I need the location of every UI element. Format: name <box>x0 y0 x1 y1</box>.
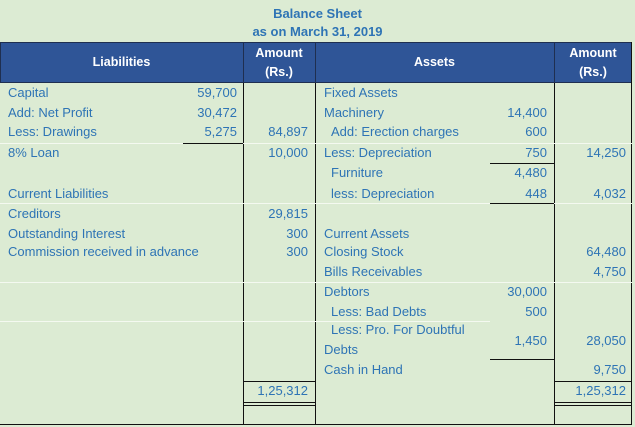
asset-amount: 14,250 <box>586 145 626 160</box>
asset-amount: 4,032 <box>593 186 626 201</box>
total-liabilities: 1,25,312 <box>257 383 308 398</box>
header-divider <box>315 42 316 83</box>
row-divider <box>554 203 632 204</box>
liability-label: 8% Loan <box>8 145 60 160</box>
row-divider <box>0 321 490 322</box>
asset-label-continued: Debts <box>324 342 358 357</box>
table-right-border <box>631 42 632 425</box>
liability-sub-amount: 59,700 <box>197 85 237 100</box>
liability-label: Commission received in advance <box>8 244 199 259</box>
total-assets: 1,25,312 <box>575 383 626 398</box>
total-line <box>554 381 632 382</box>
asset-sub-amount: 14,400 <box>507 105 547 120</box>
liability-amount: 10,000 <box>268 145 308 160</box>
header-amount-right: Amount (Rs.) <box>569 45 617 79</box>
row-divider <box>243 143 632 144</box>
liability-amount: 29,815 <box>268 206 308 221</box>
liability-label: Creditors <box>8 206 61 221</box>
row-divider <box>0 143 183 144</box>
asset-label: Less: Bad Debts <box>331 304 427 319</box>
subtotal-underline <box>490 203 554 204</box>
liability-amount: 84,897 <box>268 124 308 139</box>
liability-sub-amount: 5,275 <box>204 124 237 139</box>
liability-label: Less: Drawings <box>8 124 97 139</box>
asset-amount: 28,050 <box>586 333 626 348</box>
column-divider <box>243 83 244 425</box>
asset-sub-amount: 448 <box>525 186 547 201</box>
asset-amount: 64,480 <box>586 244 626 259</box>
row-divider <box>0 282 632 283</box>
subtotal-underline <box>183 143 243 144</box>
total-double-line <box>554 402 632 403</box>
liability-amount: 300 <box>286 226 308 241</box>
asset-label: Add: Erection charges <box>331 124 459 139</box>
liability-amount: 300 <box>286 244 308 259</box>
header-amount-left: Amount (Rs.) <box>255 45 303 79</box>
table-bottom-border <box>0 424 632 425</box>
asset-sub-amount: 500 <box>525 304 547 319</box>
header-assets: Assets <box>414 55 455 69</box>
row-divider <box>0 203 490 204</box>
asset-sub-amount: 750 <box>525 145 547 160</box>
header-divider <box>554 42 555 83</box>
liability-label: Capital <box>8 85 49 100</box>
sheet-title: Balance Sheet <box>273 6 362 21</box>
asset-label: Less: Depreciation <box>324 145 432 160</box>
asset-label: Cash in Hand <box>324 362 403 377</box>
asset-label: Machinery <box>324 105 384 120</box>
asset-amount: 9,750 <box>593 362 626 377</box>
asset-label: Closing Stock <box>324 244 404 259</box>
asset-sub-amount: 1,450 <box>514 333 547 348</box>
liability-label: Current Liabilities <box>8 186 109 201</box>
total-double-line <box>243 405 315 406</box>
asset-label: less: Depreciation <box>331 186 435 201</box>
total-line <box>243 381 315 382</box>
asset-label: Current Assets <box>324 226 410 241</box>
subtotal-underline <box>490 163 554 164</box>
liability-label: Outstanding Interest <box>8 226 126 241</box>
asset-label: Bills Receivables <box>324 264 423 279</box>
column-divider <box>554 83 555 425</box>
header-liabilities: Liabilities <box>92 55 151 69</box>
asset-sub-amount: 600 <box>525 124 547 139</box>
asset-label: Less: Pro. For Doubtful <box>331 322 465 337</box>
table-header <box>0 42 632 83</box>
asset-amount: 4,750 <box>593 264 626 279</box>
subtotal-underline <box>490 359 554 360</box>
liability-sub-amount: 30,472 <box>197 105 237 120</box>
asset-sub-amount: 30,000 <box>507 284 547 299</box>
asset-label: Fixed Assets <box>324 85 398 100</box>
asset-sub-amount: 4,480 <box>514 165 547 180</box>
header-divider <box>243 42 244 83</box>
sheet-subtitle: as on March 31, 2019 <box>252 24 383 39</box>
liability-label: Add: Net Profit <box>8 105 93 120</box>
total-double-line <box>554 405 632 406</box>
asset-label: Furniture <box>331 165 384 180</box>
total-double-line <box>243 402 315 403</box>
column-divider <box>315 83 316 425</box>
asset-label: Debtors <box>324 284 370 299</box>
